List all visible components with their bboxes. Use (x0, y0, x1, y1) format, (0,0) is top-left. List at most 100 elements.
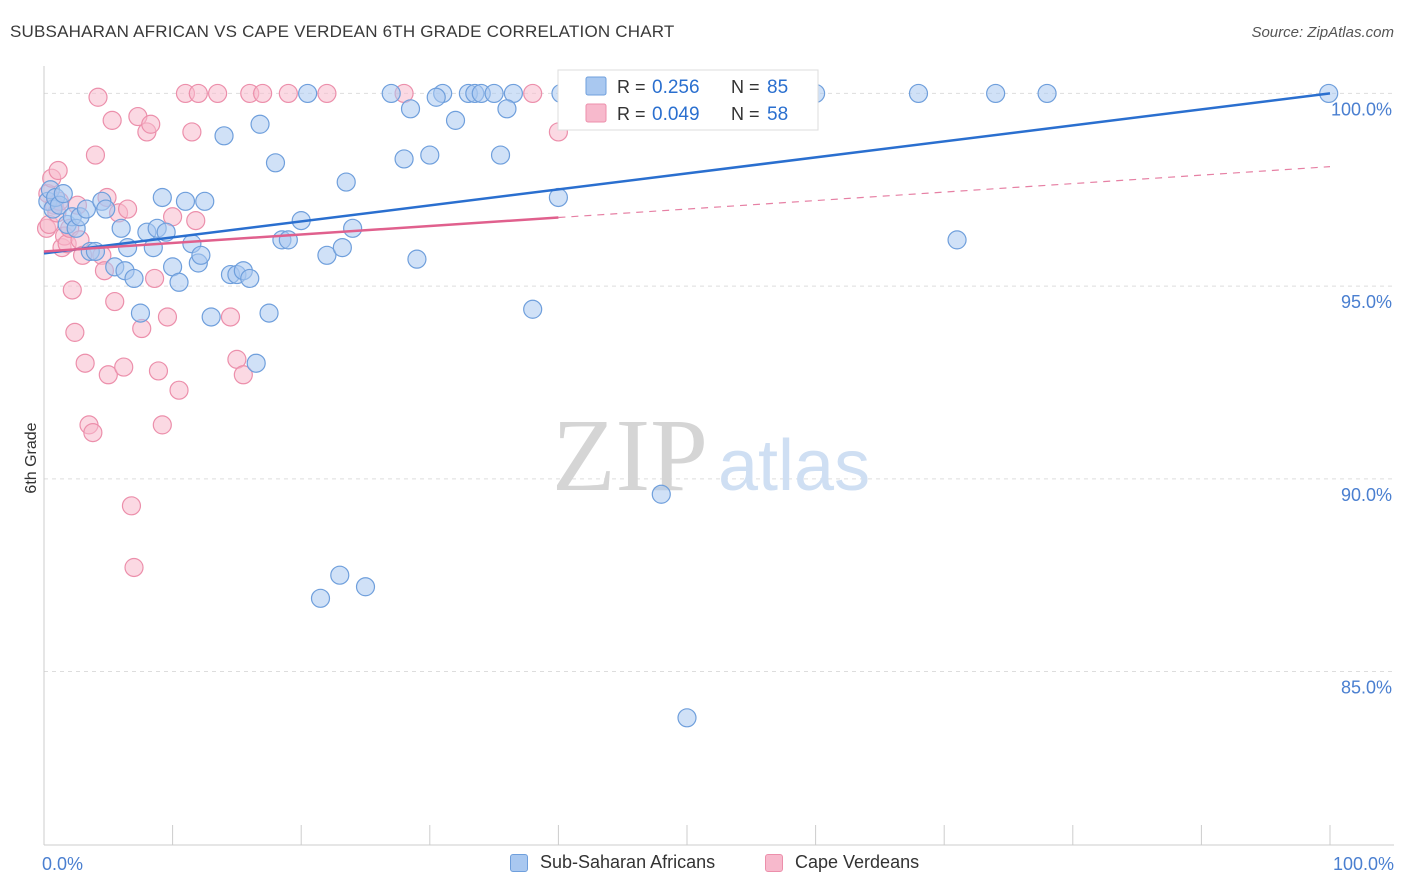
legend-r-label-2: R = (617, 104, 646, 124)
point-subsaharan (400, 99, 421, 119)
point-subsaharan (355, 577, 376, 597)
point-subsaharan (169, 272, 189, 292)
legend-item-capeverdean: Cape Verdeans (765, 852, 919, 873)
point-capeverdean (169, 380, 189, 400)
legend-label-subsaharan: Sub-Saharan Africans (540, 852, 716, 872)
y-tick-label: 100.0% (1331, 99, 1392, 119)
legend-top-swatch-pink (585, 103, 607, 123)
point-subsaharan (240, 268, 260, 289)
point-capeverdean (114, 357, 134, 377)
x-tick-label-max: 100.0% (1333, 854, 1394, 874)
point-subsaharan (317, 245, 337, 265)
point-capeverdean (144, 268, 165, 289)
point-capeverdean (85, 145, 106, 165)
trendline-subsaharan (43, 92, 1331, 255)
point-subsaharan (490, 145, 511, 165)
y-tick-label: 95.0% (1341, 292, 1392, 312)
point-capeverdean (124, 557, 144, 578)
legend-swatch-pink (765, 853, 783, 872)
point-subsaharan (484, 83, 504, 104)
point-subsaharan (651, 484, 671, 504)
chart-title: SUBSAHARAN AFRICAN VS CAPE VERDEAN 6TH G… (10, 22, 675, 41)
point-capeverdean (233, 365, 253, 385)
point-capeverdean (98, 365, 118, 385)
legend-bottom: Sub-Saharan Africans Cape Verdeans (0, 850, 1406, 880)
legend-n-value-2: 58 (767, 104, 788, 125)
point-subsaharan (152, 187, 172, 208)
legend-r-value-2: 0.049 (652, 104, 700, 125)
point-capeverdean (208, 83, 228, 104)
point-subsaharan (259, 303, 279, 323)
point-subsaharan (265, 153, 286, 173)
point-capeverdean (88, 87, 108, 107)
legend-r-value-1: 0.256 (652, 77, 700, 98)
watermark-zip: ZIP (552, 398, 708, 513)
point-subsaharan (76, 199, 97, 219)
point-subsaharan (250, 114, 270, 134)
point-subsaharan (381, 83, 401, 104)
point-subsaharan (201, 307, 221, 327)
y-tick-label: 90.0% (1341, 485, 1392, 505)
point-subsaharan (332, 237, 352, 258)
legend-n-label-2: N = (731, 104, 760, 124)
point-subsaharan (908, 83, 929, 104)
point-capeverdean (105, 291, 125, 312)
legend-item-subsaharan: Sub-Saharan Africans (510, 852, 715, 873)
point-capeverdean (102, 110, 122, 130)
legend-top-swatch-blue (585, 76, 607, 96)
point-subsaharan (195, 191, 215, 211)
point-subsaharan (310, 588, 331, 608)
point-subsaharan (420, 145, 440, 165)
watermark-atlas: atlas (718, 426, 870, 506)
point-capeverdean (186, 211, 206, 231)
y-axis-label: 6th Grade (23, 422, 40, 493)
legend-label-capeverdean: Cape Verdeans (795, 852, 920, 872)
point-subsaharan (1037, 83, 1057, 104)
point-subsaharan (523, 299, 543, 319)
point-subsaharan (986, 83, 1006, 104)
point-capeverdean (220, 307, 241, 327)
point-capeverdean (75, 353, 95, 373)
point-subsaharan (53, 184, 73, 204)
point-capeverdean (317, 83, 337, 104)
legend-r-label-1: R = (617, 77, 646, 97)
y-tick-label: 85.0% (1341, 678, 1392, 698)
point-capeverdean (148, 361, 169, 381)
point-capeverdean (65, 322, 85, 342)
source-label: Source: ZipAtlas.com (1251, 24, 1394, 41)
point-subsaharan (214, 126, 234, 146)
point-capeverdean (62, 280, 82, 300)
point-subsaharan (278, 230, 298, 250)
point-subsaharan (191, 245, 211, 265)
point-capeverdean (121, 496, 142, 516)
point-subsaharan (407, 249, 427, 269)
trendline-capeverdean (43, 216, 559, 253)
point-capeverdean (48, 160, 68, 181)
legend-n-label-1: N = (731, 77, 760, 97)
point-subsaharan (330, 565, 350, 585)
point-subsaharan (336, 172, 356, 192)
legend-top: R = 0.256 N = 85 R = 0.049 N = 58 (557, 69, 819, 131)
watermark: ZIP atlas (552, 398, 870, 513)
point-subsaharan (246, 353, 266, 373)
point-subsaharan (426, 87, 446, 107)
point-capeverdean (523, 83, 543, 104)
point-capeverdean (182, 122, 202, 142)
point-subsaharan (677, 708, 697, 728)
point-subsaharan (111, 218, 131, 238)
point-subsaharan (445, 110, 466, 130)
point-subsaharan (124, 268, 144, 289)
point-capeverdean (157, 307, 178, 327)
point-capeverdean (152, 415, 172, 435)
point-capeverdean (117, 199, 138, 219)
point-subsaharan (497, 99, 517, 119)
legend-swatch-blue (510, 853, 528, 872)
point-subsaharan (343, 218, 363, 238)
point-subsaharan (175, 191, 196, 211)
point-subsaharan (96, 199, 116, 219)
x-tick-label-min: 0.0% (42, 854, 83, 874)
point-subsaharan (298, 83, 318, 104)
point-capeverdean (188, 83, 208, 104)
point-subsaharan (394, 149, 414, 169)
point-subsaharan (130, 303, 151, 323)
